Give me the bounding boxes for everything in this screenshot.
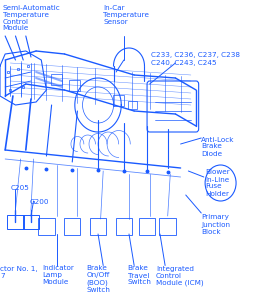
Text: Indicator
Lamp
Module: Indicator Lamp Module <box>43 266 75 286</box>
Text: Brake
On/Off
(BOO)
Switch: Brake On/Off (BOO) Switch <box>86 266 110 293</box>
Text: Brake
Travel
Switch: Brake Travel Switch <box>128 266 152 286</box>
Text: ctor No. 1,
7: ctor No. 1, 7 <box>0 266 38 278</box>
Text: Primary
Junction
Block: Primary Junction Block <box>201 214 230 235</box>
Text: In-Car
Temperature
Sensor: In-Car Temperature Sensor <box>103 4 149 25</box>
Text: C205: C205 <box>10 184 29 190</box>
Text: G200: G200 <box>30 200 49 206</box>
Text: Blower
In-Line
Fuse
Holder: Blower In-Line Fuse Holder <box>205 169 230 196</box>
Text: Integrated
Control
Module (ICM): Integrated Control Module (ICM) <box>156 266 204 286</box>
Text: Semi-Automatic
Temperature
Control
Module: Semi-Automatic Temperature Control Modul… <box>3 4 60 32</box>
Text: Anti-Lock
Brake
Diode: Anti-Lock Brake Diode <box>201 136 235 157</box>
Text: C233, C236, C237, C238
C240, C243, C245: C233, C236, C237, C238 C240, C243, C245 <box>151 52 240 65</box>
